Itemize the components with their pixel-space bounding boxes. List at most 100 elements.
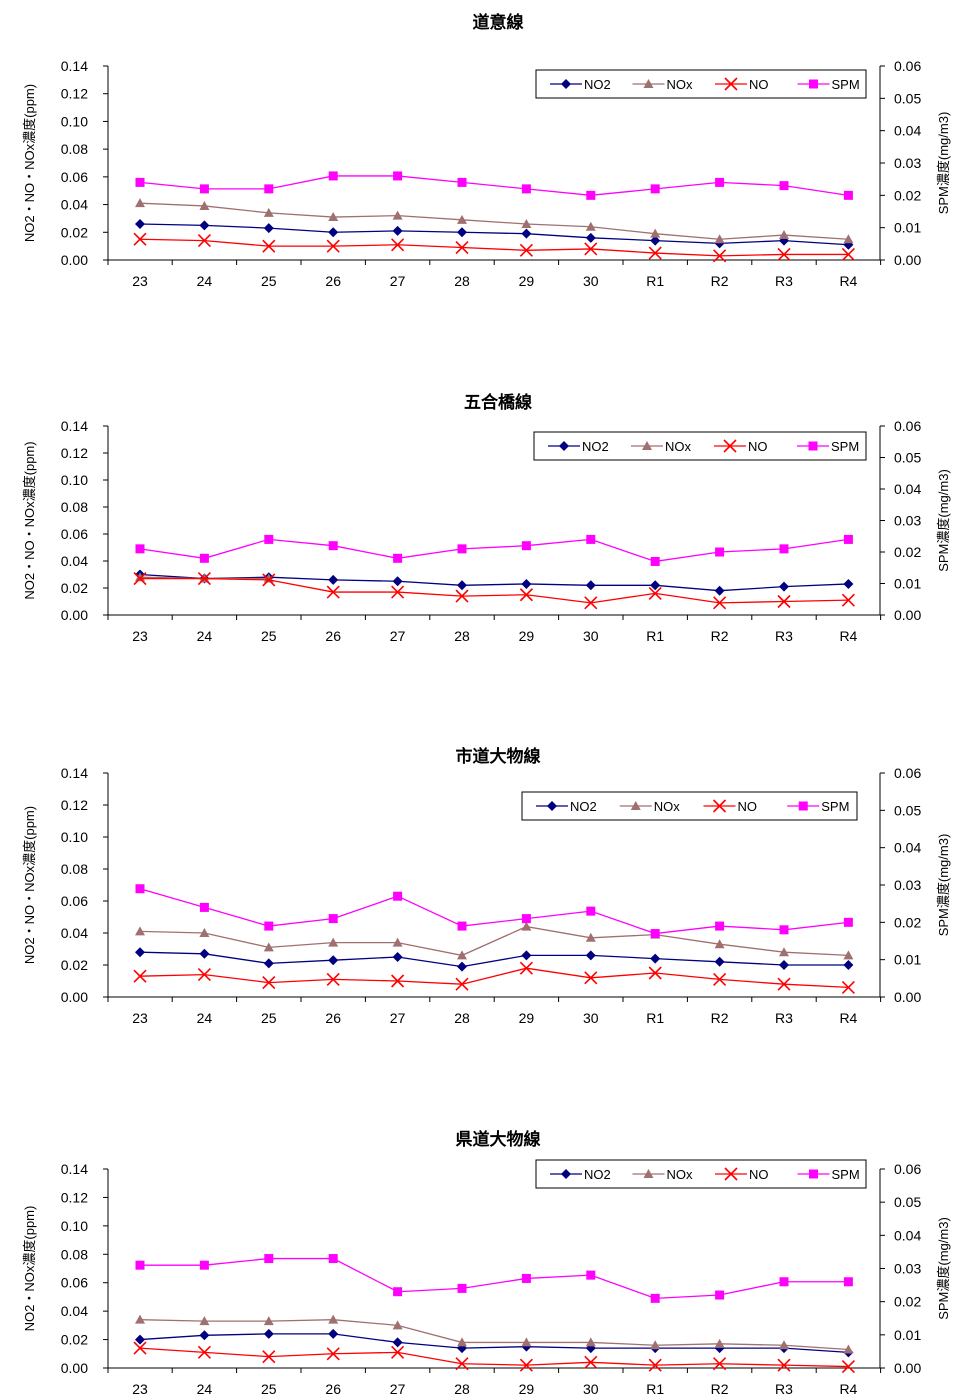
point-no2 [650, 235, 661, 246]
x-tick-label: 23 [132, 273, 148, 289]
x-tick-label: 27 [390, 273, 406, 289]
point-no2 [457, 580, 467, 591]
point-nox [779, 230, 789, 240]
x-tick-label: R1 [646, 628, 664, 644]
point-no [777, 247, 791, 262]
y-tick-label: 0.14 [61, 58, 88, 74]
point-spm [457, 1283, 467, 1293]
x-tick-label: R3 [775, 628, 793, 644]
series-line-no [139, 967, 849, 989]
x-tick-label: 30 [583, 628, 599, 644]
point-spm [521, 1273, 531, 1283]
y2-tick-label: 0.04 [894, 1227, 921, 1243]
x-tick-label: 30 [583, 1381, 599, 1396]
point-no2 [392, 225, 403, 236]
point-no2 [199, 1330, 210, 1341]
y2-tick-label: 0.03 [894, 1261, 921, 1277]
point-nox [843, 950, 854, 960]
point-spm [843, 917, 853, 927]
y2-tick-label: 0.04 [894, 481, 921, 497]
point-no [326, 239, 340, 253]
point-nox [135, 1314, 145, 1324]
point-no2 [199, 948, 210, 959]
point-no2 [199, 220, 210, 231]
point-spm [135, 1260, 145, 1270]
point-nox [199, 200, 210, 210]
series-line-spm [139, 888, 849, 935]
point-no2 [779, 581, 789, 592]
y-tick-label: 0.06 [61, 169, 88, 185]
legend-marker [712, 799, 727, 813]
point-no [519, 1358, 533, 1372]
point-nox [457, 950, 467, 960]
point-nox [457, 214, 467, 224]
legend-marker [559, 441, 569, 451]
point-no [262, 1350, 276, 1364]
series-no2 [135, 1328, 854, 1358]
legend-marker [798, 801, 808, 811]
point-no [391, 238, 405, 252]
point-nox [650, 1340, 661, 1350]
point-no [133, 1341, 147, 1355]
legend-label-spm: SPM [831, 439, 859, 454]
point-no2 [263, 958, 274, 969]
point-no [326, 1347, 340, 1361]
x-tick-label: R4 [839, 273, 857, 289]
y-tick-label: 0.12 [61, 86, 88, 102]
point-no2 [392, 576, 403, 587]
point-no2 [779, 960, 789, 970]
x-tick-label: R1 [646, 1010, 664, 1026]
point-no [777, 977, 791, 991]
point-no [648, 966, 662, 980]
y2-tick-label: 0.00 [894, 1360, 921, 1376]
y-tick-label: 0.08 [61, 499, 88, 515]
point-no [713, 249, 727, 263]
point-spm [457, 544, 467, 554]
y-axis-label: NO2・NOx濃度(ppm) [22, 1206, 37, 1332]
point-no [648, 246, 662, 260]
point-nox [521, 921, 532, 931]
y2-tick-label: 0.03 [894, 155, 921, 171]
y2-tick-label: 0.01 [894, 576, 921, 592]
point-no [391, 585, 405, 599]
legend-label-no: NO [749, 77, 769, 92]
point-spm [521, 184, 531, 194]
y-tick-label: 0.10 [61, 113, 88, 129]
point-no [584, 971, 598, 985]
point-no2 [328, 227, 339, 238]
point-nox [650, 228, 661, 238]
point-spm [135, 177, 145, 187]
point-spm [779, 181, 789, 191]
point-nox [457, 1337, 467, 1347]
point-no2 [650, 580, 661, 591]
point-no [841, 980, 855, 994]
point-no [197, 234, 211, 248]
x-tick-label: 27 [390, 1381, 406, 1396]
point-spm [715, 177, 725, 187]
legend-marker [808, 441, 818, 451]
legend: NO2 NOx NO SPM [535, 69, 867, 99]
point-no [648, 586, 662, 600]
point-spm [393, 1287, 403, 1297]
y-tick-label: 0.06 [61, 893, 88, 909]
legend-marker [724, 1167, 738, 1181]
point-spm [715, 547, 725, 557]
point-spm [586, 534, 596, 544]
point-no2 [457, 227, 467, 238]
y2-tick-label: 0.02 [894, 914, 921, 930]
series-line-spm [139, 175, 849, 196]
x-tick-label: 24 [197, 273, 213, 289]
series-no [133, 961, 855, 994]
x-tick-label: 28 [454, 1381, 470, 1396]
x-tick-label: R2 [711, 273, 729, 289]
x-tick-label: 23 [132, 628, 148, 644]
point-no2 [585, 950, 596, 961]
point-spm [199, 902, 209, 912]
series-no2 [135, 218, 854, 250]
point-no [841, 247, 855, 262]
y2-tick-label: 0.05 [894, 450, 921, 466]
point-no [326, 972, 340, 986]
x-tick-label: 25 [261, 1381, 277, 1396]
point-spm [843, 534, 853, 544]
point-nox [263, 1316, 274, 1326]
